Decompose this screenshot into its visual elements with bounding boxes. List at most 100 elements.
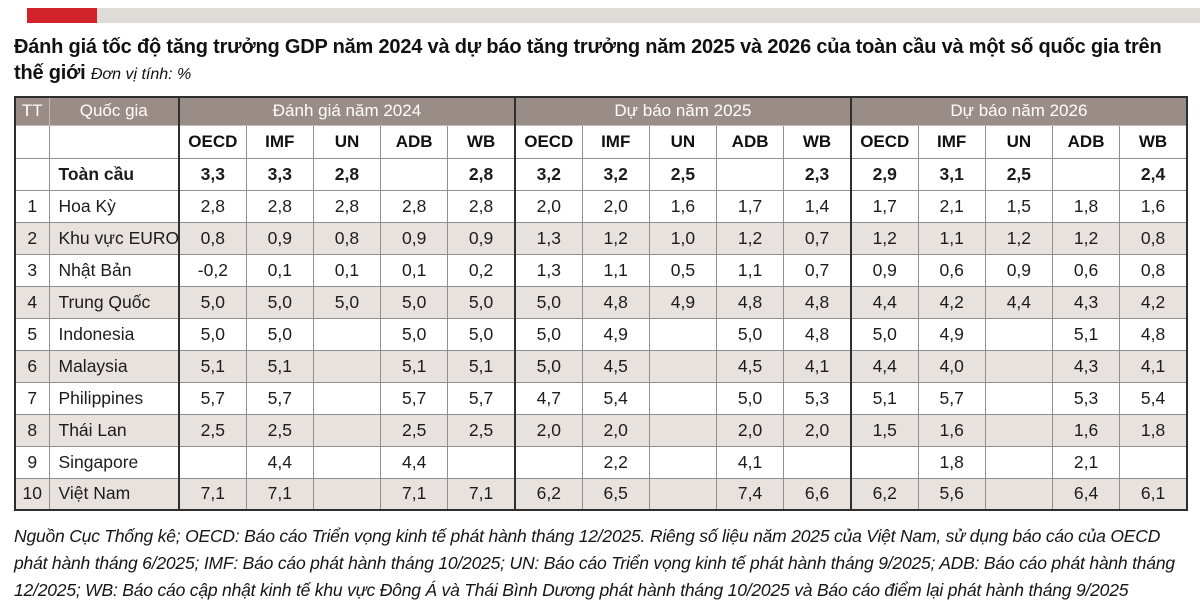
value-cell: 4,1 — [783, 349, 852, 383]
org-header-row: OECD IMF UN ADB WB OECD IMF UN ADB WB OE… — [14, 124, 1188, 159]
value-cell — [648, 413, 718, 447]
table-row: 3 Nhật Bản -0,2 0,1 0,1 0,1 0,2 1,3 1,1 0,5 1,1 0,7… — [14, 253, 1188, 287]
value-cell: 0,9 — [380, 221, 449, 255]
table-row: 9 Singapore 4,4 4,4 2,2 4,1 1,8 2,1 — [14, 445, 1188, 479]
page-title: Đánh giá tốc độ tăng trưởng GDP năm 2024… — [14, 35, 1186, 86]
table-title-text: Đánh giá tốc độ tăng trưởng GDP năm 2024… — [14, 36, 1162, 84]
value-cell — [984, 317, 1053, 351]
value-cell: 0,8 — [1119, 221, 1188, 255]
value-cell: 2,0 — [513, 189, 583, 223]
table-row: 5 Indonesia 5,0 5,0 5,0 5,0 5,0 4,9 5,0 4,8 5,0 4,9… — [14, 317, 1188, 351]
value-cell: 0,6 — [917, 253, 986, 287]
row-index-cell: 8 — [14, 413, 50, 447]
value-cell: 5,3 — [1051, 381, 1121, 415]
value-cell: 2,0 — [581, 189, 650, 223]
value-cell: 5,0 — [312, 285, 382, 319]
value-cell: 4,9 — [648, 285, 718, 319]
value-cell: 0,1 — [312, 253, 382, 287]
value-cell: 5,7 — [917, 381, 986, 415]
value-cell: 6,2 — [513, 477, 583, 511]
value-cell: -0,2 — [177, 253, 247, 287]
value-cell: 5,1 — [380, 349, 449, 383]
table-row: 1 Hoa Kỳ 2,8 2,8 2,8 2,8 2,8 2,0 2,0 1,6 1,7 1,4 1,7… — [14, 189, 1188, 223]
value-cell — [513, 445, 583, 479]
value-cell: 2,0 — [715, 413, 785, 447]
row-index-cell: 1 — [14, 189, 50, 223]
value-cell: 2,8 — [447, 157, 516, 191]
value-cell: 5,7 — [245, 381, 314, 415]
value-cell — [312, 381, 382, 415]
value-cell — [984, 477, 1053, 511]
row-index-cell: 10 — [14, 477, 50, 511]
table-row: 6 Malaysia 5,1 5,1 5,1 5,1 5,0 4,5 4,5 4,1 4,4 4,0 4… — [14, 349, 1188, 383]
value-cell: 4,8 — [1119, 317, 1188, 351]
value-cell: 4,0 — [917, 349, 986, 383]
value-cell: 4,8 — [715, 285, 785, 319]
value-cell: 5,3 — [783, 381, 852, 415]
value-cell: 2,5 — [648, 157, 718, 191]
table-row: 10 Việt Nam 7,1 7,1 7,1 7,1 6,2 6,5 7,4 6,6 6,2 5,6… — [14, 477, 1188, 511]
value-cell — [984, 413, 1053, 447]
value-cell: 0,9 — [984, 253, 1053, 287]
value-cell: 2,1 — [917, 189, 986, 223]
value-cell: 1,1 — [581, 253, 650, 287]
accent-bar — [27, 8, 1200, 23]
value-cell — [447, 445, 516, 479]
value-cell — [312, 477, 382, 511]
value-cell: 2,5 — [245, 413, 314, 447]
value-cell: 2,8 — [312, 189, 382, 223]
value-cell: 2,9 — [849, 157, 919, 191]
value-cell: 0,5 — [648, 253, 718, 287]
value-cell: 3,2 — [581, 157, 650, 191]
value-cell: 4,3 — [1051, 285, 1121, 319]
accent-bar-red-segment — [27, 8, 97, 23]
value-cell: 6,1 — [1119, 477, 1188, 511]
value-cell: 5,0 — [380, 285, 449, 319]
value-cell: 5,0 — [715, 317, 785, 351]
value-cell: 2,8 — [312, 157, 382, 191]
value-cell: 1,6 — [1119, 189, 1188, 223]
col-header-2024-adb: ADB — [380, 124, 449, 159]
col-header-country: Quốc gia — [48, 96, 180, 126]
table-row: 8 Thái Lan 2,5 2,5 2,5 2,5 2,0 2,0 2,0 2,0 1,5 1,6 1… — [14, 413, 1188, 447]
value-cell — [984, 381, 1053, 415]
value-cell: 5,1 — [245, 349, 314, 383]
value-cell: 2,8 — [380, 189, 449, 223]
value-cell: 5,1 — [447, 349, 516, 383]
empty-header-cell — [48, 124, 180, 159]
value-cell: 6,4 — [1051, 477, 1121, 511]
value-cell: 4,5 — [581, 349, 650, 383]
value-cell — [312, 317, 382, 351]
value-cell: 4,8 — [783, 317, 852, 351]
value-cell — [849, 445, 919, 479]
col-header-2025-un: UN — [648, 124, 718, 159]
table-row: Toàn cầu 3,3 3,3 2,8 2,8 3,2 3,2 2,5 2,3 2,9 3,1 2,… — [14, 157, 1188, 191]
value-cell: 5,0 — [715, 381, 785, 415]
value-cell: 0,2 — [447, 253, 516, 287]
value-cell: 4,7 — [513, 381, 583, 415]
value-cell: 2,8 — [447, 189, 516, 223]
value-cell: 4,4 — [849, 349, 919, 383]
value-cell: 5,0 — [849, 317, 919, 351]
value-cell: 7,4 — [715, 477, 785, 511]
value-cell — [648, 317, 718, 351]
row-index-cell — [14, 157, 50, 191]
value-cell: 1,2 — [1051, 221, 1121, 255]
value-cell — [783, 445, 852, 479]
value-cell — [648, 349, 718, 383]
value-cell: 6,2 — [849, 477, 919, 511]
value-cell: 0,8 — [1119, 253, 1188, 287]
value-cell: 1,1 — [715, 253, 785, 287]
col-header-2026-un: UN — [984, 124, 1053, 159]
value-cell — [648, 477, 718, 511]
value-cell: 2,8 — [177, 189, 247, 223]
value-cell: 5,7 — [380, 381, 449, 415]
country-name-cell: Khu vực EURO — [48, 221, 180, 255]
value-cell — [312, 349, 382, 383]
col-header-2025-oecd: OECD — [513, 124, 583, 159]
value-cell: 5,7 — [177, 381, 247, 415]
source-note: Nguồn Cục Thống kê; OECD: Báo cáo Triển … — [14, 526, 1175, 601]
value-cell: 4,1 — [1119, 349, 1188, 383]
value-cell: 4,4 — [245, 445, 314, 479]
value-cell — [648, 445, 718, 479]
